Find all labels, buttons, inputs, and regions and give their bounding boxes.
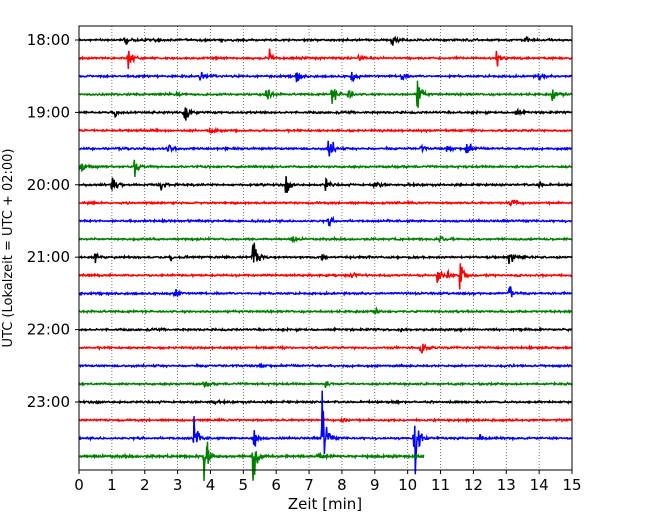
trace-1830 (78, 71, 573, 83)
x-tick-label: 4 (206, 476, 216, 494)
x-tick-label: 5 (239, 476, 249, 494)
trace-2015 (78, 199, 573, 207)
trace-2100 (78, 242, 573, 265)
x-tick-label: 12 (464, 476, 483, 494)
x-tick-label: 0 (74, 476, 84, 494)
trace-2215 (78, 343, 573, 354)
trace-1915 (78, 126, 573, 135)
trace-2115 (78, 263, 573, 290)
x-tick-label: 2 (140, 476, 150, 494)
trace-2230 (78, 361, 573, 369)
y-tick-label: 18:00 (27, 31, 70, 49)
y-tick-label: 21:00 (27, 248, 70, 266)
y-tick-label: 23:00 (27, 393, 70, 411)
trace-1900 (78, 107, 573, 121)
x-tick-label: 9 (370, 476, 380, 494)
trace-2300 (78, 398, 573, 406)
x-tick-label: 1 (107, 476, 117, 494)
grid-layer (111, 26, 540, 470)
y-tick-label: 19:00 (27, 103, 70, 121)
trace-1815 (78, 48, 573, 70)
trace-2245 (78, 380, 573, 389)
x-tick-label: 6 (271, 476, 281, 494)
x-tick-label: 10 (398, 476, 417, 494)
trace-2045 (78, 235, 573, 244)
axis-layer: 0 1 2 3 4 5 6 7 8 9 10 11 12 13 14 1518:0019:0020:0021:… (27, 25, 582, 494)
plot-frame (78, 25, 573, 471)
trace-2330 (78, 390, 573, 475)
trace-2145 (78, 306, 573, 315)
trace-1945 (78, 159, 573, 178)
trace-1930 (78, 140, 573, 157)
trace-2200 (78, 326, 573, 333)
trace-1800 (78, 35, 573, 46)
y-tick-label: 22:00 (27, 321, 70, 339)
x-tick-label: 14 (530, 476, 549, 494)
trace-1845 (79, 80, 573, 108)
y-axis-label: UTC (Lokalzeit = UTC + 02:00) (1, 149, 16, 348)
trace-2000 (78, 176, 573, 193)
y-tick-label: 20:00 (27, 176, 70, 194)
x-tick-label: 8 (337, 476, 347, 494)
x-axis-label: Zeit [min] (288, 495, 362, 513)
trace-2130 (78, 285, 573, 298)
trace-layer (78, 35, 573, 482)
trace-2315 (78, 416, 573, 424)
x-tick-label: 15 (562, 476, 581, 494)
trace-2345 (78, 441, 425, 482)
x-tick-label: 7 (304, 476, 314, 494)
x-tick-label: 11 (431, 476, 450, 494)
trace-2030 (78, 215, 573, 228)
x-tick-label: 13 (497, 476, 516, 494)
x-tick-label: 3 (173, 476, 183, 494)
